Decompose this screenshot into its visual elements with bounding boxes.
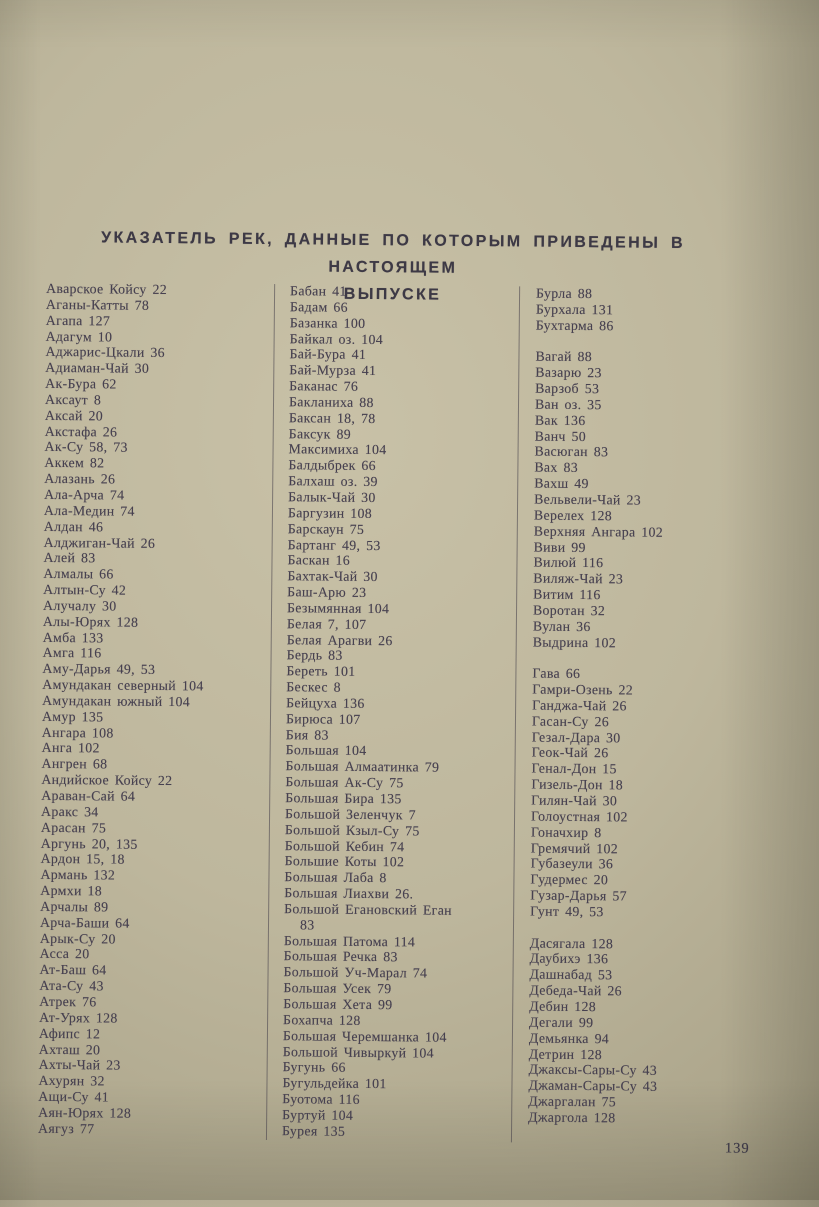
index-entry: Большая Хета 99 [283, 996, 393, 1013]
index-entry: Атрек 76 [39, 993, 97, 1010]
index-entry: Арча-Баши 64 [39, 914, 130, 931]
index-column-3: Бурла 88 Бурхала 131 Бухтарма 86 Вагай 88 Ва… [528, 286, 788, 1128]
index-entry: Бабан 41 [290, 283, 347, 299]
index-entry: Выдрина 102 [532, 634, 617, 650]
index-entry: Баксан 18, 78 [288, 409, 376, 426]
index-entry: Аксай 20 [44, 407, 104, 424]
index-entry: Алучалу 30 [42, 597, 117, 614]
index-group: Бурла 88 Бурхала 131 Бухтарма 86 [536, 286, 788, 336]
index-entry: Аягуз 77 [37, 1120, 95, 1137]
index-entry: Большой Кзыл-Су 75 [284, 821, 420, 839]
index-entry: Большой Зеленчук 7 [285, 806, 416, 823]
index-entry: Араван-Сай 64 [41, 787, 136, 804]
page-number: 139 [724, 1140, 750, 1157]
index-entry: Бурея 135 [281, 1122, 346, 1139]
index-entry: Афипс 12 [38, 1025, 101, 1042]
index-group: Аварское Койсу 22 Аганы-Катты 78 Агапа 127… [38, 281, 270, 1139]
index-entry: Бирюса 107 [285, 710, 361, 727]
index-entry: Алдан 46 [43, 518, 104, 535]
index-entry: Верхняя Ангара 102 [533, 523, 664, 540]
index-entry: Алы-Юрях 128 [42, 613, 139, 630]
index-entry: Бейцуха 136 [286, 695, 365, 711]
index-entry: Бакланиха 88 [288, 394, 374, 410]
index-entry: Дегали 99 [529, 1014, 594, 1030]
index-entry: Амур 135 [41, 708, 104, 725]
index-entry: Буртуй 104 [282, 1107, 354, 1123]
index-entry: Гоначхир 8 [530, 824, 602, 840]
index-entry: Аян-Юрях 128 [38, 1104, 132, 1121]
index-entry: Верелех 128 [533, 507, 613, 524]
index-entry: Амундакан южный 104 [42, 692, 191, 710]
index-group: Вагай 88 Вазарю 23 Варзоб 53 Ван оз. 35 Вак … [533, 349, 788, 652]
index-entry: Гасан-Су 26 [531, 713, 610, 730]
index-entry: Вак 136 [534, 412, 586, 428]
index-entry: Ат-Урях 128 [39, 1009, 118, 1026]
index-entry: Арасан 75 [40, 819, 107, 836]
index-column-1: Аварское Койсу 22 Аганы-Катты 78 Агапа 127… [38, 281, 270, 1139]
index-entry: Аварское Койсу 22 [46, 280, 168, 298]
index-entry: Большой Егановский Еган 83 [284, 901, 453, 933]
index-entry: Аксаут 8 [44, 391, 102, 408]
index-entry: Большая Бира 135 [285, 790, 402, 807]
index-entry: Большая Черемшанка 104 [282, 1027, 447, 1045]
index-entry: Базанка 100 [289, 314, 366, 331]
index-entry: Аганы-Катты 78 [45, 296, 150, 313]
index-entry: Барскаун 75 [287, 520, 365, 537]
index-entry: Ала-Арча 74 [44, 486, 125, 503]
index-entry: Белая 7, 107 [286, 615, 367, 632]
index-entry: Джаргола 128 [528, 1109, 616, 1126]
index-entry: Демьянка 94 [528, 1030, 610, 1046]
index-entry: Баргузин 108 [287, 505, 373, 521]
index-entry: Аракс 34 [41, 803, 99, 820]
index-entry: Безымянная 104 [286, 600, 390, 617]
index-entry: Вулан 36 [532, 618, 591, 634]
index-column-2: Бабан 41 Бадам 66 Базанка 100 Байкал оз. 10… [282, 283, 516, 1141]
index-entry: Агапа 127 [45, 312, 111, 329]
index-entry: Балык-Чай 30 [288, 489, 376, 506]
index-entry: Бохапча 128 [283, 1011, 361, 1028]
index-entry: Бухтарма 86 [535, 317, 614, 334]
page-title-line1: УКАЗАТЕЛЬ РЕК, ДАННЫЕ ПО КОТОРЫМ ПРИВЕДЕ… [101, 229, 686, 277]
index-group: Дасягала 128 Даубихэ 136 Дашнабад 53 Дебеда… [528, 935, 782, 1128]
index-group: Гава 66 Гамри-Озень 22 Ганджа-Чай 26 Гасан-… [530, 666, 784, 922]
index-entry: Бадам 66 [289, 299, 348, 315]
index-entry: Гунт 49, 53 [530, 903, 604, 920]
index-entry: Арчалы 89 [40, 898, 109, 915]
index-group: Бабан 41 Бадам 66 Базанка 100 Байкал оз. 10… [282, 283, 516, 1141]
index-entry: Ала-Медин 74 [43, 502, 135, 519]
